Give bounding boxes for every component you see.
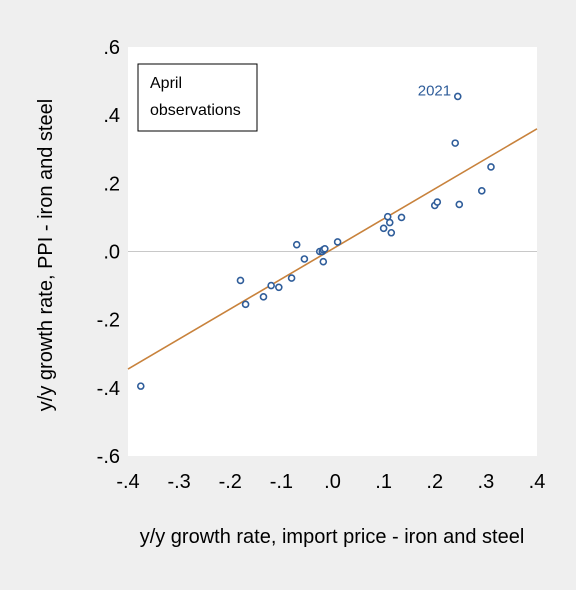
x-tick-label: .4 <box>529 471 546 493</box>
x-tick-label: -.3 <box>167 471 190 493</box>
y-tick-label: .0 <box>103 242 120 264</box>
legend-box: April observations <box>137 63 258 132</box>
data-point <box>387 228 396 237</box>
data-point <box>259 293 268 301</box>
y-tick-labels: -.6 -.4 -.2 .0 .2 .4 .6 <box>97 37 120 468</box>
x-tick-label: .1 <box>375 471 392 493</box>
legend-line-2: observations <box>150 102 241 119</box>
legend-line-1: April <box>150 75 182 92</box>
x-tick-label: -.1 <box>270 471 293 493</box>
x-tick-labels: -.4 -.3 -.2 -.1 .0 .1 .2 .3 .4 <box>116 471 545 493</box>
fit-line <box>127 128 538 370</box>
x-axis-label: y/y growth rate, import price - iron and… <box>140 526 525 548</box>
x-tick-label: -.4 <box>116 471 139 493</box>
data-point <box>267 281 275 290</box>
y-tick-label: .2 <box>103 173 120 195</box>
data-point <box>287 274 296 282</box>
data-point <box>379 224 388 233</box>
y-tick-label: -.2 <box>97 310 120 332</box>
data-point <box>321 244 329 253</box>
data-point <box>241 300 250 309</box>
y-tick-label: -.4 <box>97 378 120 400</box>
x-tick-label: .3 <box>478 471 495 493</box>
data-point <box>455 200 464 209</box>
data-point <box>275 283 283 292</box>
data-point <box>453 92 462 101</box>
data-point <box>236 276 245 285</box>
x-tick-label: -.2 <box>219 471 242 493</box>
y-axis-label: y/y growth rate, PPI - iron and steel <box>35 99 57 411</box>
data-point <box>397 213 406 222</box>
data-point <box>487 163 495 171</box>
legend-frame <box>137 63 258 132</box>
x-tick-label: .2 <box>426 471 443 493</box>
data-point <box>300 255 309 263</box>
y-tick-label: .6 <box>103 37 120 59</box>
data-points <box>136 92 495 390</box>
data-point <box>477 187 486 195</box>
x-tick-label: .0 <box>324 471 341 493</box>
y-tick-label: -.6 <box>97 446 120 468</box>
data-point <box>333 238 342 246</box>
annotation-2021: 2021 <box>418 82 451 99</box>
data-point <box>136 382 145 390</box>
data-point <box>292 240 301 249</box>
data-point <box>451 139 460 147</box>
data-point <box>319 257 328 266</box>
y-tick-label: .4 <box>103 105 120 127</box>
data-point <box>433 198 442 206</box>
data-point <box>385 218 394 227</box>
